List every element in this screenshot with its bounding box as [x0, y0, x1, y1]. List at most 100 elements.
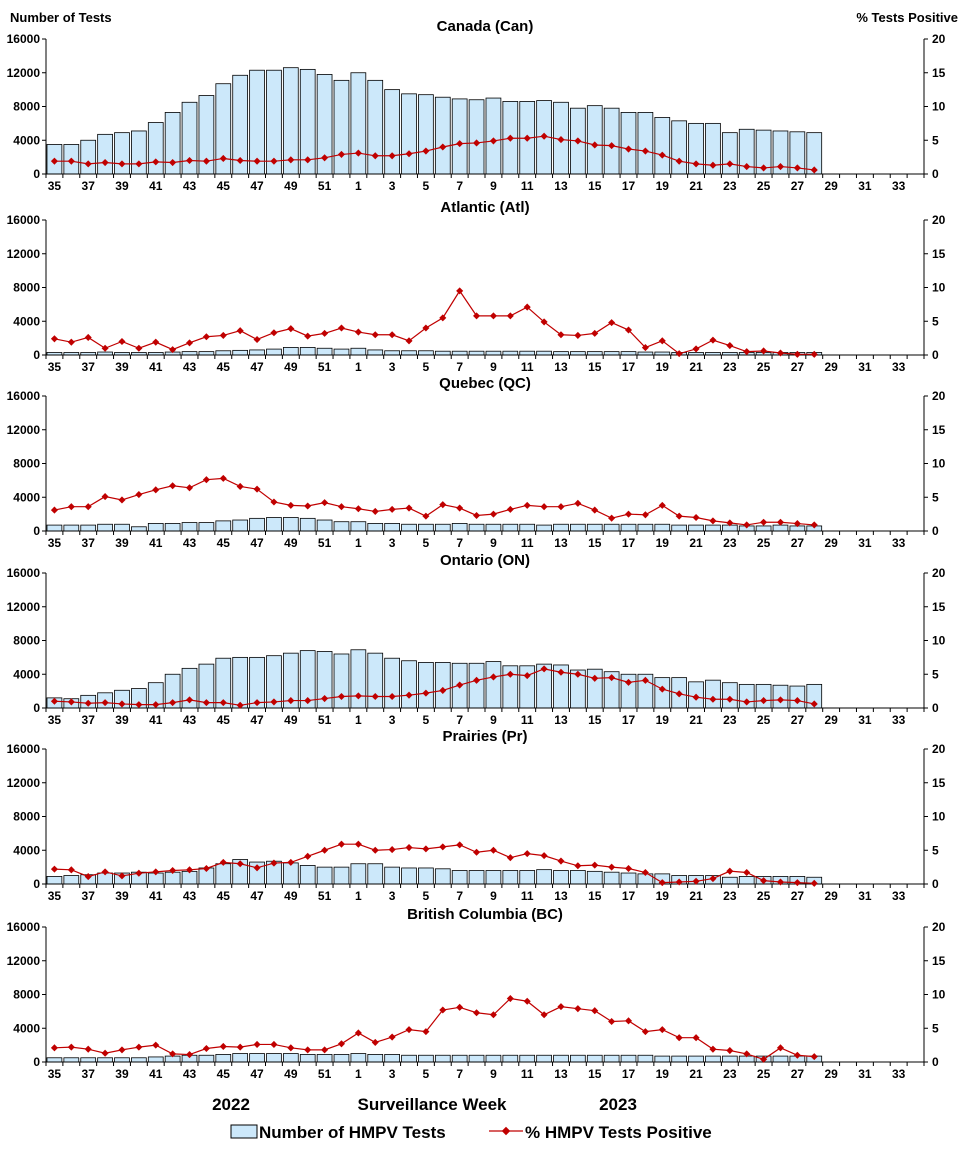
test-count-bar	[63, 1057, 80, 1063]
x-tick-label: 43	[183, 536, 197, 550]
test-count-bar	[333, 521, 350, 532]
percent-point	[152, 338, 160, 346]
test-count-bar	[485, 97, 502, 175]
x-tick-label: 41	[149, 360, 163, 374]
percent-point	[321, 499, 329, 507]
percent-point	[371, 507, 379, 515]
percent-point	[760, 697, 768, 705]
percent-point	[219, 858, 227, 866]
right-tick-label: 10	[932, 281, 946, 295]
x-tick-label: 21	[689, 179, 703, 193]
percent-point	[641, 676, 649, 684]
percent-point	[270, 698, 278, 706]
test-count-bar	[519, 523, 536, 532]
x-tick-label: 23	[723, 179, 737, 193]
test-count-bar	[282, 347, 299, 356]
percent-point	[405, 691, 413, 699]
test-count-bar	[350, 863, 367, 885]
left-tick-label: 16000	[7, 566, 41, 580]
test-count-bar	[570, 870, 586, 885]
test-count-bar	[536, 350, 552, 356]
x-tick-label: 21	[689, 1067, 703, 1081]
x-tick-label: 43	[183, 713, 197, 727]
percent-point	[185, 696, 194, 704]
percent-point	[354, 692, 362, 700]
test-count-bar	[147, 122, 164, 175]
test-count-bar	[46, 524, 63, 532]
percent-point	[793, 520, 801, 528]
x-tick-label: 23	[723, 536, 737, 550]
percent-point	[591, 506, 599, 514]
percent-point	[84, 160, 92, 168]
x-tick-label: 47	[250, 1067, 264, 1081]
percent-point	[793, 350, 801, 358]
left-tick-label: 0	[33, 701, 40, 715]
test-count-bar	[367, 523, 384, 532]
test-count-bar	[249, 1053, 265, 1063]
x-tick-label: 35	[48, 179, 62, 193]
test-count-bar	[637, 523, 654, 532]
x-tick-label: 41	[149, 179, 163, 193]
percent-point	[506, 312, 514, 320]
percent-point	[287, 156, 295, 164]
percent-point	[354, 149, 362, 157]
right-axis-title: % Tests Positive	[856, 10, 958, 25]
percent-point	[67, 503, 75, 511]
x-tick-label: 9	[490, 889, 497, 903]
test-count-bar	[401, 1054, 417, 1063]
test-count-bar	[418, 662, 434, 709]
x-tick-label: 5	[423, 889, 430, 903]
percent-point	[84, 333, 92, 341]
percent-point	[810, 521, 818, 529]
percent-point	[50, 157, 58, 165]
percent-point	[641, 868, 649, 877]
test-count-bar	[654, 1055, 671, 1063]
test-count-bar	[654, 117, 671, 175]
percent-point	[608, 863, 616, 871]
test-count-bar	[468, 662, 485, 709]
test-count-bar	[316, 347, 333, 356]
percent-point	[304, 697, 312, 705]
percent-point	[591, 329, 599, 337]
x-tick-label: 11	[521, 1067, 534, 1081]
x-tick-label: 47	[250, 360, 264, 374]
left-tick-label: 8000	[13, 457, 40, 471]
x-tick-label: 37	[82, 713, 96, 727]
x-tick-label: 27	[791, 1067, 805, 1081]
percent-point	[236, 156, 244, 165]
percent-point	[371, 152, 379, 160]
percent-point	[321, 695, 329, 703]
panel-5: British Columbia (BC) 0 4000 8000 12000 16000…	[7, 906, 946, 1081]
x-tick-label: 17	[622, 889, 636, 903]
x-tick-label: 21	[689, 713, 703, 727]
x-tick-label: 37	[82, 179, 96, 193]
test-count-bar	[451, 350, 468, 356]
percent-point	[388, 152, 396, 160]
test-count-bar	[738, 876, 755, 885]
percent-point	[169, 482, 177, 490]
test-count-bar	[637, 112, 654, 175]
right-tick-label: 10	[932, 810, 946, 824]
percent-point	[439, 1006, 447, 1014]
percent-point	[675, 512, 683, 520]
percent-point	[321, 329, 329, 337]
x-tick-label: 31	[858, 1067, 872, 1081]
percent-point	[473, 312, 481, 320]
percent-point	[489, 1011, 497, 1019]
percent-point	[726, 342, 734, 350]
percent-point	[337, 503, 346, 511]
percent-point	[743, 521, 751, 529]
x-tick-label: 35	[48, 536, 62, 550]
right-tick-label: 10	[932, 988, 946, 1002]
percent-point	[641, 147, 649, 155]
test-count-bar	[114, 1057, 130, 1063]
x-tick-label: 11	[521, 179, 534, 193]
percent-point	[489, 137, 497, 145]
test-count-bar	[536, 869, 552, 885]
percent-point	[658, 879, 666, 887]
test-count-bar	[401, 350, 417, 356]
percent-point	[50, 1044, 58, 1052]
percent-point	[185, 156, 194, 165]
test-count-bar	[198, 1054, 215, 1063]
x-tick-label: 51	[318, 360, 332, 374]
